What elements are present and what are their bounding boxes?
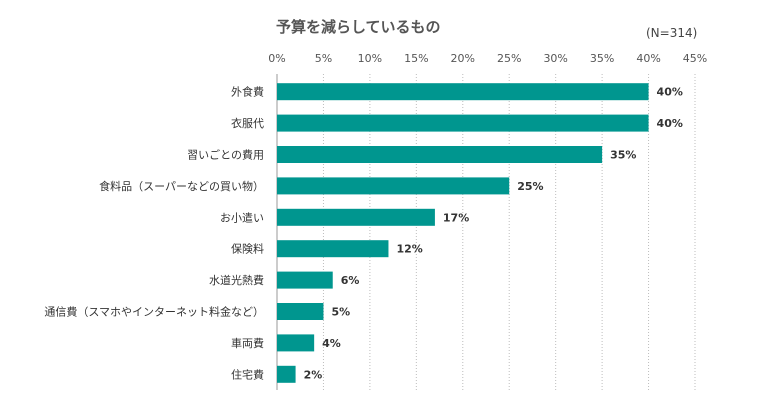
category-label: 食料品（スーパーなどの買い物） xyxy=(99,179,264,193)
x-tick-label: 35% xyxy=(590,52,614,65)
bar xyxy=(277,177,510,195)
category-label: 通信費（スマホやインターネット料金など） xyxy=(44,305,264,319)
bar xyxy=(277,83,649,101)
value-label: 6% xyxy=(341,274,360,287)
category-label: 衣服代 xyxy=(231,116,264,130)
bar xyxy=(277,365,296,383)
value-label: 35% xyxy=(610,149,636,162)
value-label: 40% xyxy=(657,86,683,99)
value-label: 4% xyxy=(322,337,341,350)
value-label: 5% xyxy=(331,306,350,319)
value-label: 2% xyxy=(304,368,323,381)
value-label: 40% xyxy=(657,117,683,130)
bar xyxy=(277,208,435,226)
x-tick-label: 20% xyxy=(451,52,475,65)
category-label: 住宅費 xyxy=(231,367,264,381)
value-label: 17% xyxy=(443,211,469,224)
value-label: 12% xyxy=(396,243,422,256)
category-label: 外食費 xyxy=(231,85,264,99)
category-label: 習いごとの費用 xyxy=(187,148,264,162)
x-tick-label: 40% xyxy=(636,52,660,65)
x-tick-label: 30% xyxy=(543,52,567,65)
x-tick-label: 5% xyxy=(315,52,332,65)
category-label: 車両費 xyxy=(231,336,264,350)
sample-size-note: (N=314) xyxy=(646,26,698,40)
x-tick-label: 0% xyxy=(268,52,285,65)
value-label: 25% xyxy=(517,180,543,193)
bar xyxy=(277,271,333,289)
category-label: 水道光熱費 xyxy=(209,273,264,287)
x-tick-label: 45% xyxy=(683,52,707,65)
chart-title: 予算を減らしているもの xyxy=(276,18,441,36)
bar xyxy=(277,303,324,320)
bar xyxy=(277,240,389,258)
category-label: お小遣い xyxy=(220,210,264,224)
x-tick-label: 25% xyxy=(497,52,521,65)
category-label: 保険料 xyxy=(231,242,264,256)
bar xyxy=(277,114,649,132)
x-tick-label: 15% xyxy=(404,52,428,65)
bar xyxy=(277,146,603,163)
x-tick-label: 10% xyxy=(358,52,382,65)
bar xyxy=(277,334,315,352)
